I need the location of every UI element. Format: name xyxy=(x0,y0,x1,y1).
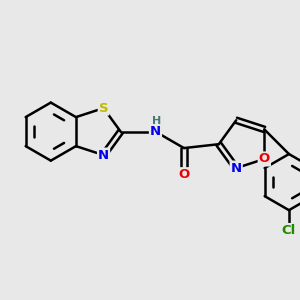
Text: N: N xyxy=(98,148,109,162)
Text: N: N xyxy=(150,125,161,138)
Text: Cl: Cl xyxy=(282,224,296,237)
Text: O: O xyxy=(259,152,270,166)
Text: O: O xyxy=(178,168,190,181)
Text: N: N xyxy=(231,162,242,175)
Text: H: H xyxy=(152,116,161,126)
Text: S: S xyxy=(99,102,108,115)
